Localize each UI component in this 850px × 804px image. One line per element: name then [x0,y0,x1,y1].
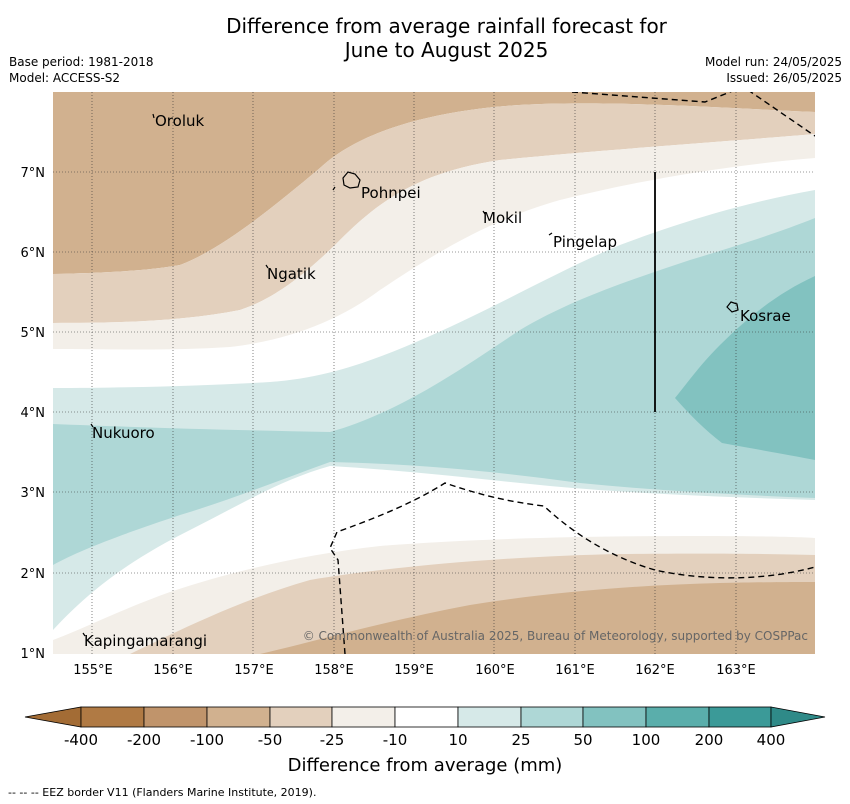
label-kapingamarangi: Kapingamarangi [84,632,207,650]
map-title: Difference from average rainfall forecas… [0,14,850,62]
lon-label: 163°E [716,663,756,678]
lat-label: 1°N [21,647,46,662]
lat-label: 5°N [21,326,46,341]
label-ngatik: Ngatik [267,265,316,283]
islands [82,113,739,637]
colorbar [24,706,826,728]
meta-right: Model run: 24/05/2025 Issued: 26/05/2025 [705,54,842,86]
label-nukuoro: Nukuoro [92,424,155,442]
lat-label: 4°N [21,406,46,421]
band-south-minus100 [260,582,815,654]
colorbar-tick: -400 [64,731,98,749]
lon-label: 160°E [475,663,515,678]
colorbar-tick: -100 [190,731,224,749]
lon-label: 162°E [635,663,675,678]
lat-label: 2°N [21,567,46,582]
graticule [53,92,815,654]
colorbar-swatch [582,706,647,728]
lon-label: 158°E [314,663,354,678]
title-line-2: June to August 2025 [344,38,549,62]
eez-footnote: -- -- -- EEZ border V11 (Flanders Marine… [8,786,317,799]
band-minus50 [53,103,815,323]
lon-label: 157°E [234,663,274,678]
title-line-1: Difference from average rainfall forecas… [226,14,667,38]
lon-label: 161°E [555,663,595,678]
colorbar-swatch [269,706,333,728]
lat-labels: 7°N 6°N 5°N 4°N 3°N 2°N 1°N [21,166,46,662]
colorbar-extend-high [770,706,826,728]
colorbar-swatch [143,706,208,728]
colorbar-tick: 25 [511,731,530,749]
lat-label: 3°N [21,486,46,501]
colorbar-tick: 200 [695,731,724,749]
lat-label: 6°N [21,246,46,261]
colorbar-swatch [520,706,584,728]
issued-date: Issued: 26/05/2025 [726,71,842,85]
band-plus25 [53,218,815,565]
lon-label: 159°E [394,663,434,678]
colorbar-tick: -10 [383,731,408,749]
model-name: Model: ACCESS-S2 [9,71,121,85]
label-pingelap: Pingelap [553,233,617,251]
colorbar-tick: -25 [320,731,345,749]
band-minus25 [53,134,815,350]
colorbar-swatch [206,706,271,728]
colorbar-extend-low [24,706,82,728]
lat-label: 7°N [21,166,46,181]
lon-label: 155°E [73,663,113,678]
colorbar-swatch [80,706,145,728]
label-mokil: Mokil [483,209,522,227]
colorbar-tick: -200 [127,731,161,749]
label-kosrae: Kosrae [740,307,791,325]
lon-labels: 155°E 156°E 157°E 158°E 159°E 160°E 161°… [73,663,756,678]
lon-label: 156°E [153,663,193,678]
colorbar-tick: 50 [573,731,592,749]
band-plus50 [675,276,815,460]
copyright-notice: © Commonwealth of Australia 2025, Bureau… [303,629,808,643]
colorbar-swatch [457,706,522,728]
colorbar-title: Difference from average (mm) [287,755,563,776]
label-pohnpei: Pohnpei [361,184,421,202]
band-minus100 [53,92,815,274]
colorbar-swatch [394,706,459,728]
colorbar-swatch [708,706,772,728]
map-panel: Oroluk Pohnpei Mokil Pingelap Ngatik Kos… [53,92,815,654]
colorbar-tick: 400 [757,731,786,749]
colorbar-tick: 100 [632,731,661,749]
kosrae-island [726,301,739,313]
colorbar-swatch [645,706,710,728]
pohnpei-island [342,171,361,189]
base-period: Base period: 1981-2018 [9,55,154,69]
meta-left: Base period: 1981-2018 Model: ACCESS-S2 [9,54,154,86]
colorbar-tick: 10 [448,731,467,749]
colorbar-tick: -50 [258,731,283,749]
colorbar-ticks: -400 -200 -100 -50 -25 -10 10 25 50 100 … [64,731,785,749]
eez-borders [329,92,815,654]
colorbar-swatch [331,706,396,728]
model-run: Model run: 24/05/2025 [704,55,842,69]
label-oroluk: Oroluk [155,112,204,130]
